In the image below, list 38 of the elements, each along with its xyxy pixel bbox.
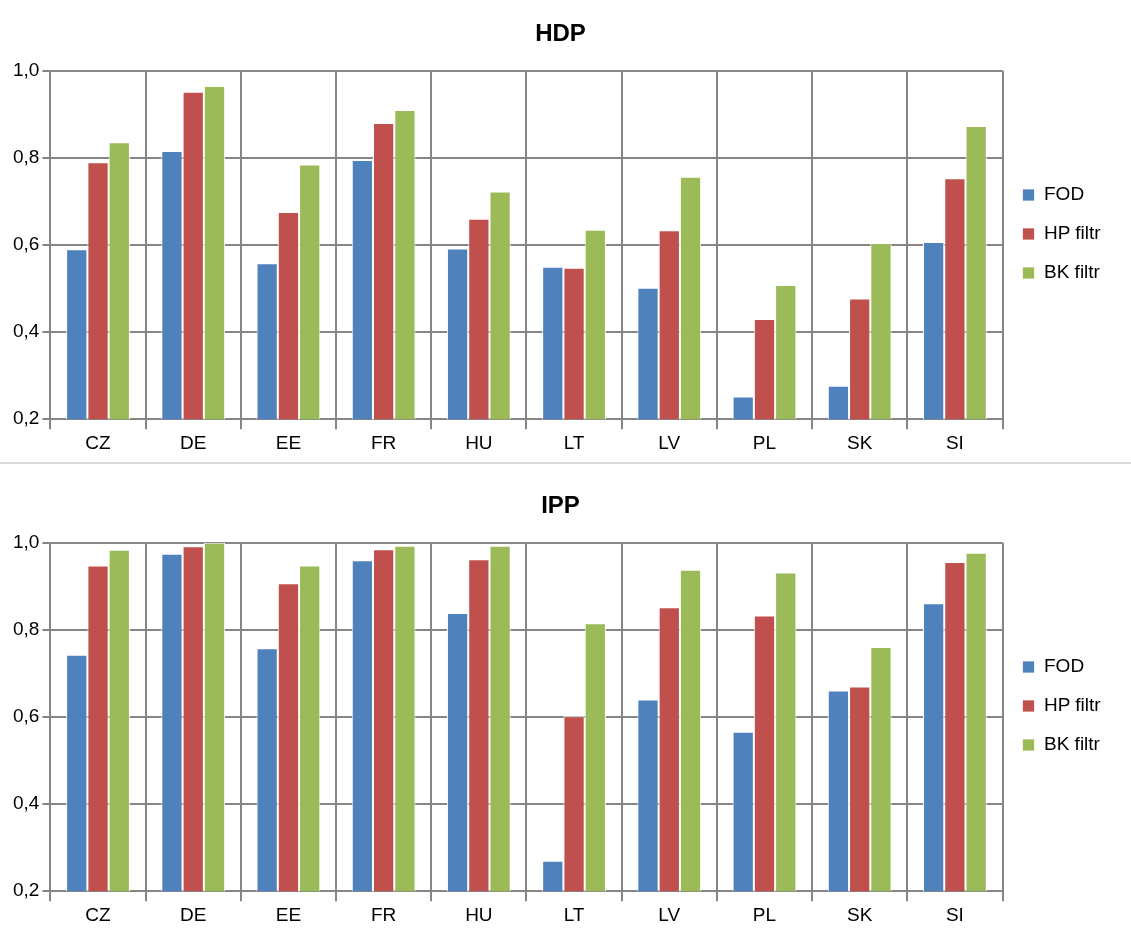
x-tick-label: EE: [275, 431, 302, 453]
x-tick-label: SI: [945, 903, 964, 925]
y-tick-label: 0,6: [12, 705, 40, 727]
legend-label: FOD: [1044, 655, 1085, 677]
x-tick-label: DE: [180, 431, 207, 453]
x-tick-label: EE: [275, 903, 302, 925]
x-tick-label: HU: [465, 903, 493, 925]
x-tick-label: FR: [370, 903, 397, 925]
x-tick-label: LT: [563, 903, 585, 925]
y-tick-label: 0,4: [12, 792, 40, 814]
x-tick-label: LT: [563, 431, 585, 453]
y-tick-label: 1,0: [12, 531, 40, 553]
legend-label: FOD: [1044, 183, 1085, 205]
x-tick-label: CZ: [85, 431, 112, 453]
x-tick-label: LV: [658, 903, 681, 925]
x-tick-label: SI: [945, 431, 964, 453]
legend-label: HP filtr: [1044, 222, 1102, 244]
x-tick-label: SK: [847, 431, 873, 453]
y-tick-label: 0,2: [12, 879, 40, 901]
y-tick-label: 0,2: [12, 407, 40, 429]
y-tick-label: 0,4: [12, 320, 40, 342]
x-tick-label: PL: [752, 431, 777, 453]
x-tick-label: HU: [465, 431, 493, 453]
y-tick-label: 0,6: [12, 233, 40, 255]
x-tick-label: CZ: [85, 903, 112, 925]
x-tick-label: FR: [370, 431, 397, 453]
legend-label: HP filtr: [1044, 694, 1102, 716]
x-tick-label: LV: [658, 431, 681, 453]
y-tick-label: 0,8: [12, 146, 40, 168]
chart-title: HDP: [535, 19, 586, 47]
x-tick-label: SK: [847, 903, 873, 925]
chart-title: IPP: [541, 491, 580, 519]
y-tick-label: 0,8: [12, 618, 40, 640]
legend-label: BK filtr: [1044, 733, 1101, 755]
x-tick-label: PL: [752, 903, 777, 925]
x-tick-label: DE: [180, 903, 207, 925]
y-tick-label: 1,0: [12, 59, 40, 81]
legend-label: BK filtr: [1044, 261, 1101, 283]
